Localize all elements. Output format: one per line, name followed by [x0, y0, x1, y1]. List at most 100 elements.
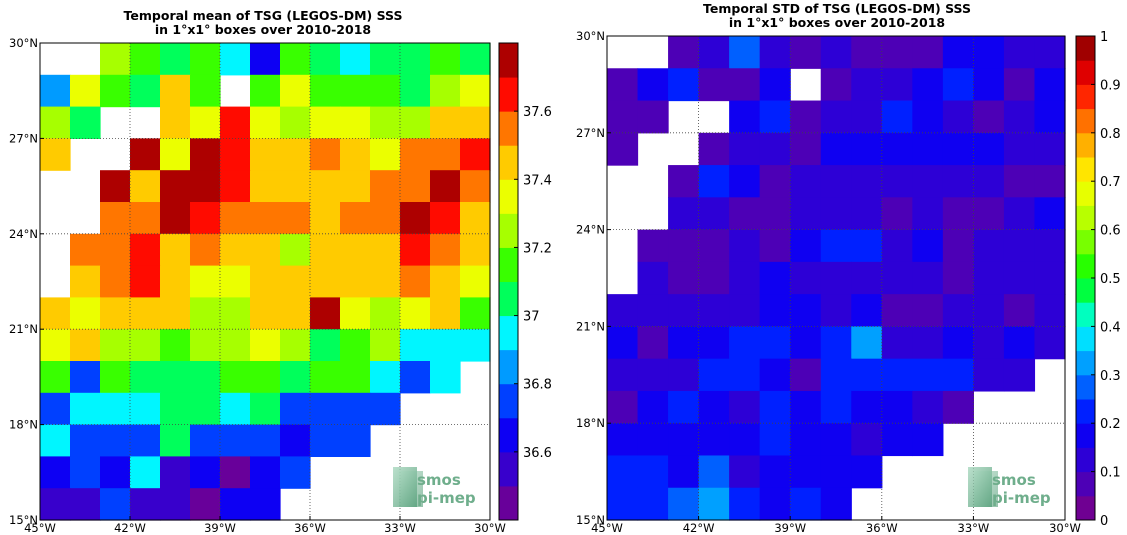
lat-lon-grid: [607, 36, 1065, 520]
colorbar-tick-label: 37.6: [523, 105, 552, 120]
heatmap-cell: [160, 456, 191, 489]
heatmap-cell: [942, 68, 974, 102]
colorbar-tick-label: 0.6: [1100, 224, 1121, 239]
heatmap-cell: [370, 138, 401, 171]
heatmap-cell: [280, 233, 311, 267]
heatmap-cell: [668, 455, 700, 489]
heatmap-cell: [668, 197, 700, 231]
heatmap-cell: [130, 170, 161, 203]
heatmap-cell: [637, 68, 669, 102]
heatmap-cell: [220, 202, 251, 235]
colorbar-tick-label: 0.2: [1100, 417, 1121, 432]
heatmap-cell: [280, 74, 311, 108]
heatmap-cell: [460, 297, 491, 330]
heatmap-cell: [820, 36, 852, 69]
heatmap-cell: [190, 202, 221, 235]
heatmap-cell: [310, 170, 341, 203]
colorbar-segment: [499, 451, 518, 487]
heatmap-cell: [881, 132, 913, 166]
heatmap-cell: [729, 487, 761, 521]
heatmap-cell: [790, 455, 822, 489]
heatmap-cell: [607, 390, 639, 424]
heatmap-cell: [1003, 100, 1036, 134]
colorbar-segment: [1076, 36, 1095, 61]
colorbar-frame: [498, 42, 519, 521]
y-tick-label: 24°N: [576, 223, 605, 237]
heatmap-cell: [130, 361, 161, 394]
heatmap-cell: [280, 329, 311, 362]
heatmap-cell: [790, 326, 822, 360]
heatmap-cell: [1034, 197, 1066, 231]
y-axis-ticks: 15°N 18°N 21°N 24°N 27°N 30°N: [9, 36, 44, 527]
heatmap-cell: [668, 261, 700, 295]
heatmap-cell: [40, 456, 71, 489]
heatmap-cell: [820, 165, 852, 198]
heatmap-cell: [100, 202, 131, 235]
chart-title-line2: in 1°x1° boxes over 2010-2018: [729, 15, 945, 30]
colorbar-tick-label: 36.8: [523, 378, 552, 393]
heatmap-cell: [698, 132, 730, 166]
heatmap-cell: [729, 165, 761, 198]
heatmap-cell: [340, 329, 371, 362]
heatmap-cell: [130, 43, 161, 76]
heatmap-cell: [729, 261, 761, 295]
colorbar-segment: [499, 281, 518, 317]
heatmap-cell: [190, 74, 221, 108]
y-tick-label: 21°N: [9, 322, 38, 336]
heatmap-cell: [1034, 165, 1066, 198]
heatmap-cell: [340, 424, 371, 457]
heatmap-cell: [340, 43, 371, 76]
heatmap-cell: [70, 488, 101, 521]
x-tick-label: 42°W: [683, 521, 715, 535]
colorbar-segment: [499, 383, 518, 419]
heatmap-cell: [130, 138, 161, 171]
y-tick-label: 30°N: [9, 36, 38, 50]
heatmap-cell: [340, 392, 371, 426]
heatmap-cell: [973, 326, 1005, 360]
heatmap-cell: [973, 100, 1005, 134]
colorbar-segment: [1076, 108, 1095, 134]
heatmap-cell: [190, 361, 221, 394]
heatmap-cell: [100, 265, 131, 298]
chart-title-line2: in 1°x1° boxes over 2010-2018: [155, 22, 371, 37]
heatmap-cell: [881, 390, 913, 424]
heatmap-cell: [790, 229, 822, 263]
x-tick-label: 45°W: [24, 521, 56, 535]
heatmap-cell: [790, 358, 822, 392]
heatmap-cell: [430, 361, 461, 394]
smos-pi-mep-logo: smos pi-mep: [968, 467, 1051, 507]
heatmap-cells: [607, 36, 1066, 521]
logo-text-line1: smos: [992, 471, 1036, 489]
heatmap-cell: [250, 297, 281, 330]
heatmap-cell: [759, 68, 791, 102]
colorbar-segment: [499, 145, 518, 180]
heatmap-cell: [310, 202, 341, 235]
heatmap-cell: [160, 138, 191, 171]
heatmap-cell: [100, 233, 131, 267]
heatmap-cell: [220, 329, 251, 362]
heatmap-cell: [160, 43, 191, 76]
heatmap-cell: [1034, 132, 1066, 166]
heatmap-cell: [729, 326, 761, 360]
colorbar-segment: [1076, 84, 1095, 110]
heatmap-cell: [70, 392, 101, 426]
heatmap-cell: [70, 456, 101, 489]
heatmap-cell: [820, 294, 852, 327]
colorbar-segment: [499, 213, 518, 248]
colorbar-segment: [1076, 399, 1095, 424]
colorbar-segment: [1076, 302, 1095, 327]
map-frame: [39, 42, 491, 521]
heatmap-cell: [637, 326, 669, 360]
heatmap-cell: [190, 392, 221, 426]
heatmap-cell: [759, 358, 791, 392]
heatmap-cell: [851, 132, 883, 166]
heatmap-cell: [250, 361, 281, 394]
heatmap-cell: [668, 326, 700, 360]
colorbar-segment: [1076, 181, 1095, 206]
colorbar-tick-label: 1: [1100, 30, 1108, 45]
heatmap-cell: [340, 265, 371, 298]
x-tick-label: 45°W: [591, 521, 623, 535]
heatmap-cell: [160, 392, 191, 426]
heatmap-cell: [250, 43, 281, 76]
heatmap-cell: [851, 165, 883, 198]
